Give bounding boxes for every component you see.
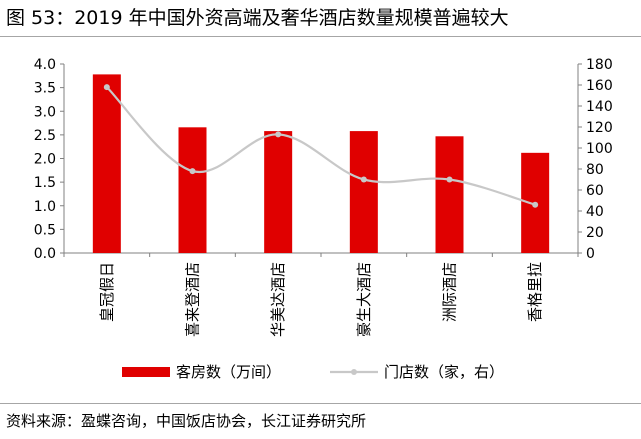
chart: 0.0 0.5 1.0 1.5 2.0 2.5 3.0 3.5 4.0 0 20 40 60 80 100 1… bbox=[34, 57, 613, 381]
legend-bar-swatch bbox=[122, 367, 170, 377]
left-tick-label: 4.0 bbox=[34, 57, 56, 73]
category-label-3: 华美达酒店 bbox=[269, 262, 287, 337]
line-point-2 bbox=[189, 168, 196, 175]
right-tick-label: 100 bbox=[586, 141, 613, 157]
bar-5 bbox=[435, 136, 464, 253]
right-tick-label: 20 bbox=[586, 225, 604, 241]
right-tick-label: 180 bbox=[586, 57, 613, 73]
right-tick-label: 80 bbox=[586, 162, 604, 178]
right-tick-label: 140 bbox=[586, 99, 613, 115]
line-point-5 bbox=[446, 176, 453, 183]
line-point-4 bbox=[360, 176, 367, 183]
source-rule bbox=[0, 403, 641, 404]
left-tick-label: 0.0 bbox=[34, 246, 56, 262]
legend-bar-label: 客房数（万间） bbox=[176, 363, 281, 381]
category-label-4: 豪生大酒店 bbox=[355, 262, 373, 337]
line-point-1 bbox=[103, 84, 110, 91]
line-point-3 bbox=[275, 131, 282, 138]
category-label-6: 香格里拉 bbox=[526, 262, 544, 322]
category-label-2: 喜来登酒店 bbox=[184, 262, 202, 337]
category-label-5: 洲际酒店 bbox=[441, 262, 459, 322]
right-tick-label: 120 bbox=[586, 120, 613, 136]
category-label-1: 皇冠假日 bbox=[98, 262, 116, 322]
right-tick-label: 160 bbox=[586, 78, 613, 94]
right-tick-label: 40 bbox=[586, 204, 604, 220]
right-tick-label: 0 bbox=[586, 246, 595, 262]
bar-3 bbox=[264, 131, 293, 253]
title-rule bbox=[0, 36, 641, 37]
left-tick-label: 3.5 bbox=[34, 81, 56, 97]
left-tick-label: 1.0 bbox=[34, 199, 56, 215]
source-note: 资料来源：盈蝶咨询，中国饭店协会，长江证券研究所 bbox=[6, 412, 367, 430]
left-tick-label: 2.5 bbox=[34, 128, 56, 144]
figure-title: 图 53：2019 年中国外资高端及奢华酒店数量规模普遍较大 bbox=[6, 7, 509, 29]
left-tick-label: 1.5 bbox=[34, 175, 56, 191]
line-point-6 bbox=[532, 201, 539, 208]
left-tick-label: 3.0 bbox=[34, 104, 56, 120]
bar-4 bbox=[349, 131, 378, 253]
right-tick-label: 60 bbox=[586, 183, 604, 199]
bar-1 bbox=[92, 74, 121, 254]
left-tick-label: 2.0 bbox=[34, 152, 56, 168]
legend-line-label: 门店数（家，右） bbox=[384, 363, 504, 381]
store-count-line bbox=[106, 86, 536, 206]
legend-line-marker bbox=[351, 369, 357, 375]
bar-2 bbox=[178, 127, 207, 253]
left-tick-label: 0.5 bbox=[34, 222, 56, 238]
